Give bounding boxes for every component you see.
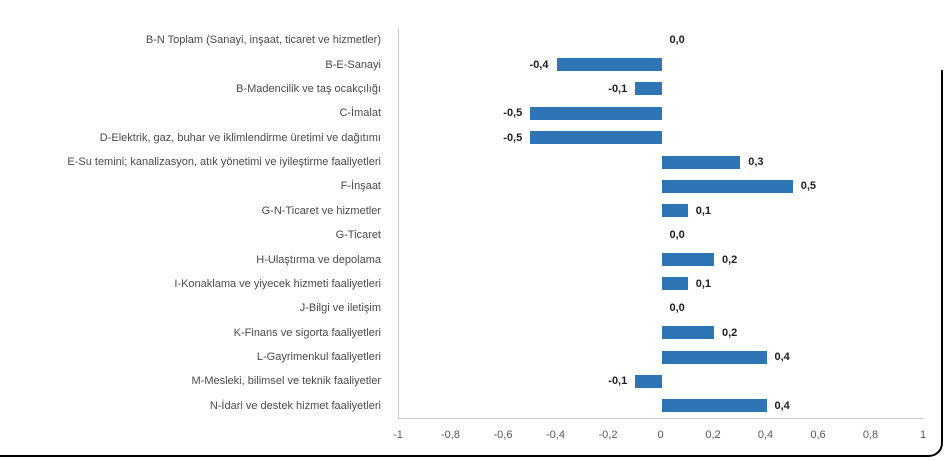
value-label: 0,0	[669, 302, 685, 315]
bar-i-konaklama	[661, 277, 688, 291]
bar-g-n-ticaret	[661, 204, 688, 218]
value-label: 0,4	[774, 351, 790, 364]
value-label: 0,2	[722, 326, 738, 339]
category-axis-labels: B-N Toplam (Sanayi, inşaat, ticaret ve h…	[0, 28, 390, 418]
bar-b-madencilik	[635, 82, 662, 96]
x-tick-label: 0	[657, 429, 664, 441]
x-tick-label: -0,2	[598, 429, 618, 441]
category-label: J-Bilgi ve iletişim	[299, 302, 381, 315]
value-label: 0,3	[748, 156, 764, 169]
value-label: -0,5	[503, 131, 523, 144]
value-label: -0,1	[608, 82, 628, 95]
category-label: B-N Toplam (Sanayi, inşaat, ticaret ve h…	[145, 34, 381, 47]
category-label: H-Ulaştırma ve depolama	[256, 253, 381, 266]
value-label: 0,1	[695, 277, 712, 290]
value-label: -0,5	[503, 107, 523, 120]
bar-m-mesleki,	[635, 374, 662, 388]
category-label: I-Konaklama ve yiyecek hizmeti faaliyetl…	[174, 277, 381, 290]
category-label: B-E-Sanayi	[325, 58, 381, 71]
x-tick-label: -0,6	[493, 429, 513, 441]
category-label: D-Elektrik, gaz, buhar ve iklimlendirme …	[99, 131, 381, 144]
bar-b-e-sanayi	[556, 58, 662, 72]
category-label: K-Finans ve sigorta faaliyetleri	[233, 326, 381, 339]
category-label: N-İdari ve destek hizmet faaliyetleri	[209, 399, 381, 412]
plot-area: 0,0 -0,4 -0,1 -0,5 -0,5 0,3 0,5 0,1 0,0 0,2 0,1 0,0…	[398, 28, 924, 419]
category-label: C-İmalat	[339, 107, 381, 120]
category-label: L-Gayrimenkul faaliyetleri	[256, 351, 381, 364]
category-label: G-N-Ticaret ve hizmetler	[261, 204, 381, 217]
bar-c-i̇malat	[530, 106, 662, 120]
value-label: 0,5	[800, 180, 817, 193]
value-label: 0,0	[669, 34, 685, 47]
x-tick-label: -0,8	[441, 429, 460, 441]
bar-d-elektrik,	[530, 131, 662, 145]
x-tick-label: 0,4	[757, 429, 774, 441]
bar-h-ulaştırma	[661, 253, 714, 267]
bar-n-i̇dari	[661, 399, 767, 413]
x-tick-label: 0,8	[862, 429, 879, 441]
value-label: -0,4	[529, 58, 549, 71]
x-tick-label: 0,2	[705, 429, 721, 441]
bar-k-finans	[661, 326, 714, 340]
bar-l-gayrimenkul	[661, 350, 767, 364]
x-tick-label: 1	[919, 429, 927, 441]
x-axis: -1 -0,8 -0,6 -0,4 -0,2 0 0,2 0,4 0,6 0,8 1	[0, 418, 945, 444]
value-label: 0,0	[669, 229, 685, 242]
x-tick-label: -1	[393, 429, 403, 441]
category-label: E-Su temini; kanalizasyon, atık yönetimi…	[67, 156, 381, 169]
value-label: 0,2	[722, 253, 738, 266]
value-label: 0,1	[695, 204, 712, 217]
bar-e-su	[661, 155, 741, 169]
category-label: B-Madencilik ve taş ocakçılığı	[236, 82, 381, 95]
x-tick-label: 0,6	[810, 429, 826, 441]
bar-f-i̇nşaat	[661, 179, 793, 193]
category-label: F-İnşaat	[340, 180, 381, 193]
category-label: M-Mesleki, bilimsel ve teknik faaliyetle…	[191, 375, 382, 388]
value-label: 0,4	[774, 399, 790, 412]
x-tick-label: -0,4	[546, 429, 565, 441]
category-label: G-Ticaret	[335, 229, 381, 242]
value-label: -0,1	[608, 375, 628, 388]
